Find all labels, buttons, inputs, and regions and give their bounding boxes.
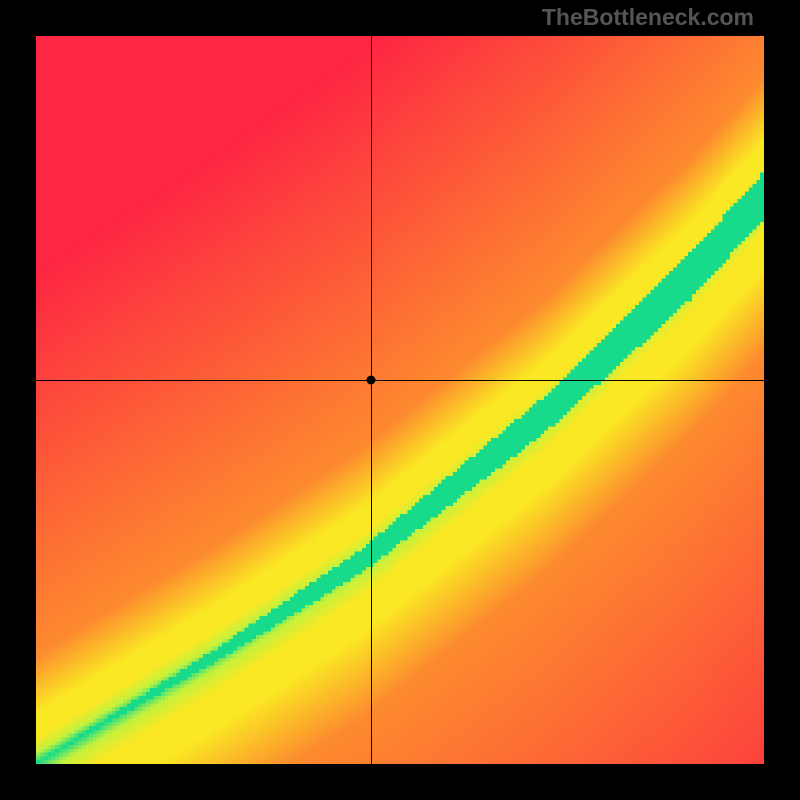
crosshair-horizontal — [36, 380, 764, 381]
watermark-text: TheBottleneck.com — [542, 4, 754, 31]
crosshair-marker — [366, 375, 375, 384]
heatmap-canvas — [36, 36, 764, 764]
plot-area — [36, 36, 764, 764]
chart-container: TheBottleneck.com — [0, 0, 800, 800]
crosshair-vertical — [371, 36, 372, 764]
